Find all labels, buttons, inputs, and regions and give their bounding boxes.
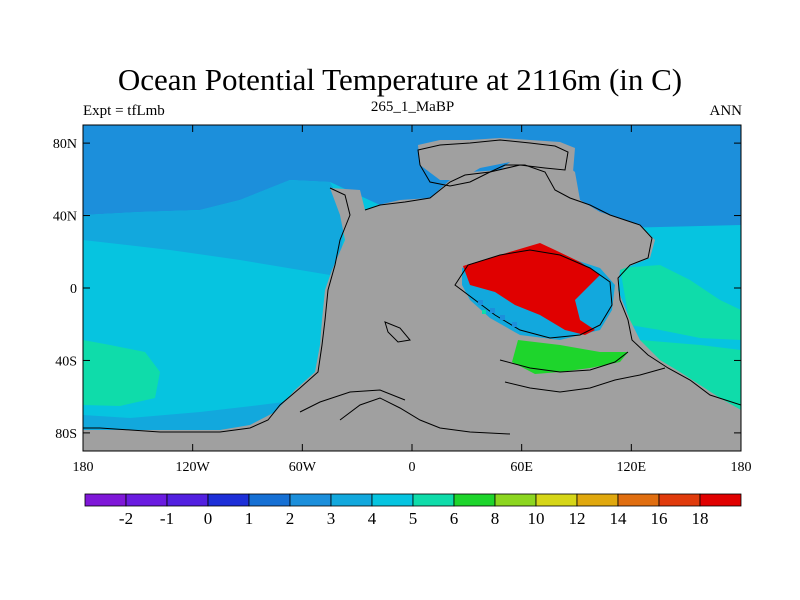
colorbar-label: 8 <box>491 509 500 528</box>
land-supercontinent <box>83 160 741 451</box>
longitude-axis: 180 120W 60W 0 60E 120E 180 <box>73 125 752 475</box>
colorbar-label: 14 <box>610 509 628 528</box>
lon-tick-label: 0 <box>409 460 416 475</box>
colorbar-label: 0 <box>204 509 213 528</box>
ocean-green-patch <box>512 340 628 374</box>
lon-tick-label: 180 <box>731 460 752 475</box>
colorbar-swatch <box>289 493 332 507</box>
colorbar-label: -2 <box>119 509 133 528</box>
colorbar-swatch <box>330 493 373 507</box>
lat-tick-label: 80S <box>55 427 77 442</box>
colorbar-swatch <box>699 493 742 507</box>
colorbar-swatch <box>412 493 455 507</box>
lat-tick-label: 80N <box>53 137 77 152</box>
colorbar-label: -1 <box>160 509 174 528</box>
lon-tick-label: 60E <box>510 460 533 475</box>
colorbar-label: 3 <box>327 509 336 528</box>
colorbar-swatch <box>371 493 414 507</box>
colorbar: -2 -1 0 1 2 3 4 5 6 8 10 12 14 16 18 <box>84 493 742 528</box>
colorbar-swatch <box>248 493 291 507</box>
lon-tick-label: 120W <box>176 460 211 475</box>
lat-tick-label: 40N <box>53 210 77 225</box>
colorbar-swatch <box>535 493 578 507</box>
lon-tick-label: 120E <box>617 460 647 475</box>
colorbar-label: 18 <box>692 509 709 528</box>
ocean-warm-patch-west <box>83 340 160 406</box>
colorbar-swatch <box>494 493 537 507</box>
colorbar-label: 1 <box>245 509 254 528</box>
colorbar-swatch <box>576 493 619 507</box>
colorbar-swatch <box>166 493 209 507</box>
colorbar-swatch <box>453 493 496 507</box>
colorbar-swatch <box>207 493 250 507</box>
colorbar-label: 6 <box>450 509 459 528</box>
colorbar-label: 10 <box>528 509 545 528</box>
plot-title: Ocean Potential Temperature at 2116m (in… <box>117 62 683 97</box>
map-field <box>83 125 741 451</box>
ocean-hot-patch <box>463 243 600 335</box>
colorbar-label: 12 <box>569 509 586 528</box>
ocean-speckles <box>478 300 517 327</box>
ocean-mid-band <box>83 180 345 275</box>
colorbar-swatch <box>84 493 127 507</box>
colorbar-label: 4 <box>368 509 377 528</box>
lat-tick-label: 40S <box>55 354 77 369</box>
colorbar-label: 16 <box>651 509 668 528</box>
land-northern-block <box>418 138 575 180</box>
lon-tick-label: 60W <box>289 460 317 475</box>
colorbar-label: 5 <box>409 509 418 528</box>
colorbar-swatch <box>658 493 701 507</box>
colorbar-swatch <box>617 493 660 507</box>
experiment-label: Expt = tfLmb <box>83 103 165 119</box>
ocean-warm-patch-south <box>640 340 741 410</box>
colorbar-swatch <box>125 493 168 507</box>
time-label: 265_1_MaBP <box>370 99 455 115</box>
ocean-warm-patch-east <box>620 265 741 340</box>
colorbar-label: 2 <box>286 509 295 528</box>
latitude-axis: 80N 40N 0 40S 80S <box>53 137 741 442</box>
lat-tick-label: 0 <box>70 282 77 297</box>
season-label: ANN <box>709 103 743 119</box>
lon-tick-label: 180 <box>73 460 94 475</box>
